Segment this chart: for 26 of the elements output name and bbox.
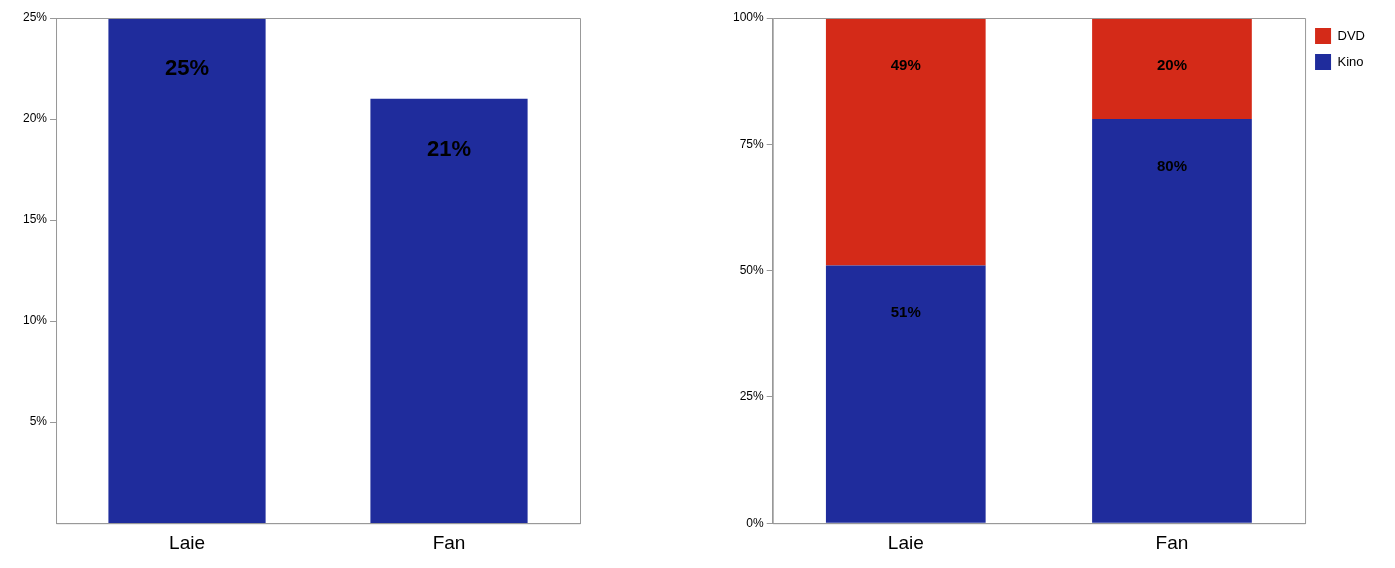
bar: [825, 265, 986, 523]
y-tick-label: 25%: [739, 389, 765, 404]
data-label: 21%: [426, 135, 472, 161]
bar: [1092, 18, 1252, 120]
data-label: 25%: [164, 55, 210, 81]
x-tick-label: Laie: [169, 531, 205, 553]
data-label: 51%: [890, 303, 921, 321]
bar: [1092, 119, 1252, 523]
x-tick-label: Fan: [1155, 531, 1189, 553]
y-tick-label: 10%: [22, 313, 48, 328]
y-tick-label: 25%: [22, 10, 48, 25]
x-tick-label: Fan: [432, 531, 466, 553]
y-tick-label: 100%: [732, 10, 765, 25]
y-tick-label: 50%: [739, 262, 765, 277]
legend-label: Kino: [1337, 53, 1364, 69]
y-tick-label: 5%: [29, 414, 48, 429]
y-tick-label: 75%: [739, 136, 765, 151]
y-tick-label: 20%: [22, 111, 48, 126]
data-label: 20%: [1156, 55, 1187, 73]
data-label: 80%: [1156, 156, 1187, 174]
x-tick-label: Laie: [887, 531, 924, 553]
y-tick-label: 0%: [746, 515, 765, 530]
bar: [825, 18, 986, 266]
legend-label: DVD: [1337, 27, 1366, 43]
y-tick-label: 15%: [22, 212, 48, 227]
data-label: 49%: [890, 55, 921, 73]
